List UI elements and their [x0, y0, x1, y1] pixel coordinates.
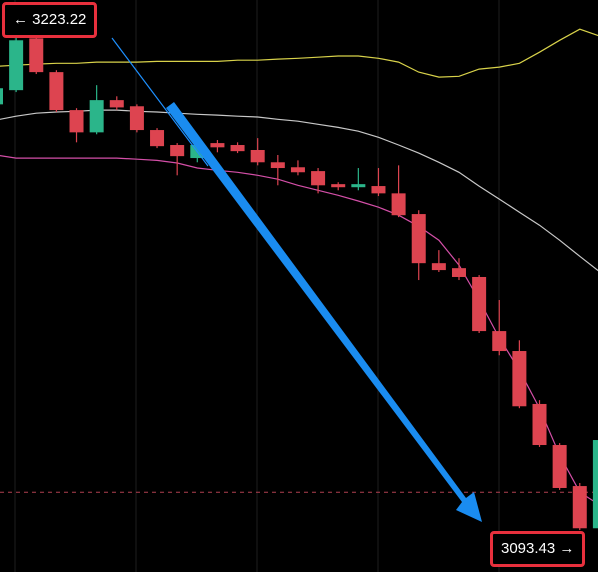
candle-body [230, 145, 245, 152]
candle-body [371, 186, 386, 194]
candle-body [552, 445, 567, 488]
candle-body [69, 110, 84, 133]
candle-body [472, 276, 487, 332]
candle-body [270, 162, 285, 169]
background-grid [14, 0, 500, 572]
candle-body [150, 130, 165, 147]
candle-body [290, 167, 305, 173]
candle-body [512, 351, 527, 407]
indicator-line [0, 155, 598, 505]
candle-body [89, 100, 104, 133]
candle-body [391, 193, 406, 216]
candle-body [431, 263, 446, 271]
candle-body [9, 40, 24, 91]
candle-body [451, 268, 466, 277]
high-label: ← 3223.22 [2, 2, 98, 38]
arrow-thin [111, 37, 209, 167]
candle-body [572, 486, 587, 529]
indicator-line [0, 28, 598, 78]
trend-arrow [111, 37, 482, 522]
plot [0, 28, 598, 531]
low-label: 3093.43 → [490, 531, 586, 567]
candle-body [29, 38, 44, 73]
candle-body [311, 171, 326, 186]
candle-body [592, 440, 598, 529]
arrow [166, 102, 482, 522]
candle-body [250, 150, 265, 163]
candle-body [492, 331, 507, 352]
candle-body [210, 143, 225, 148]
candle-body [331, 184, 346, 188]
candle-body [0, 88, 3, 105]
candle-body [129, 106, 144, 131]
candle-body [532, 403, 547, 446]
candle-body [351, 184, 366, 188]
candle-body [411, 214, 426, 264]
indicator-line [0, 109, 598, 272]
candle-body [109, 100, 124, 108]
candle-body [49, 72, 64, 111]
candle-body [170, 145, 185, 157]
